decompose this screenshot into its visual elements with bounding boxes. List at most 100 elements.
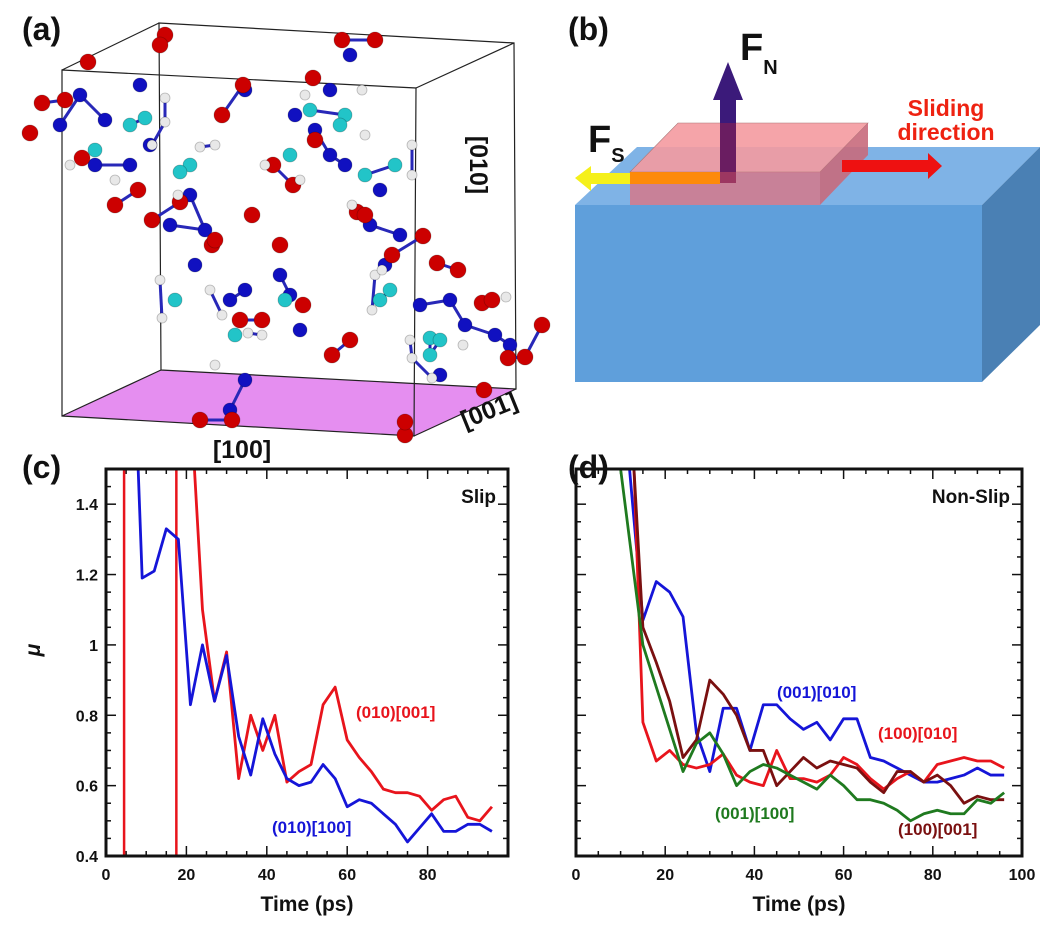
plot-frame	[104, 467, 510, 858]
fn-label: FN	[740, 27, 778, 79]
atom	[237, 282, 253, 298]
atom	[372, 182, 388, 198]
atom	[209, 139, 221, 151]
atom	[106, 196, 124, 214]
atom	[341, 331, 359, 349]
atom	[72, 87, 88, 103]
unit-cell-box	[61, 22, 517, 437]
x-axis-label: Time (ps)	[753, 893, 846, 916]
atom	[292, 322, 308, 338]
chart-annotation: Slip	[461, 487, 496, 508]
y-tick-label: 1	[89, 638, 98, 655]
shear-arrow-overlap	[630, 172, 720, 184]
atom	[414, 227, 432, 245]
atom	[151, 36, 169, 54]
x-tick-label: 80	[924, 867, 942, 884]
atom	[194, 141, 206, 153]
atom	[204, 284, 216, 296]
sliding-label-line1: Sliding	[908, 95, 985, 121]
atom	[237, 372, 253, 388]
atom	[337, 157, 353, 173]
atom	[21, 124, 39, 142]
x-tick-label: 40	[746, 867, 764, 884]
atom	[227, 327, 243, 343]
bond	[370, 274, 377, 311]
atom	[234, 76, 252, 94]
series-line-(010)[001]	[193, 469, 493, 823]
atom	[109, 174, 121, 186]
atom	[322, 147, 338, 163]
y-tick-label: 0.8	[76, 708, 98, 725]
y-tick-label: 1.4	[76, 497, 98, 514]
panel-label-d: (d)	[568, 449, 609, 485]
series-line-(001)[010]	[628, 469, 1005, 784]
block-front-face	[575, 205, 982, 382]
atom	[387, 157, 403, 173]
atom	[216, 309, 228, 321]
atom	[449, 261, 467, 279]
atom	[457, 339, 469, 351]
x-tick-label: 60	[835, 867, 853, 884]
atom	[422, 347, 438, 363]
atom	[172, 164, 188, 180]
atom	[122, 117, 138, 133]
atom	[457, 317, 473, 333]
atom	[366, 31, 384, 49]
atom	[322, 82, 338, 98]
panel-label-a: (a)	[22, 11, 61, 47]
atom	[356, 84, 368, 96]
atom	[299, 89, 311, 101]
atom	[294, 174, 306, 186]
atom	[132, 77, 148, 93]
sliding-direction-arrow	[842, 153, 942, 179]
atom	[197, 222, 213, 238]
sliding-label-line2: direction	[897, 119, 994, 145]
atom	[242, 327, 254, 339]
atom	[213, 106, 231, 124]
x-tick-label: 100	[1009, 867, 1036, 884]
atom	[206, 231, 224, 249]
atom	[533, 316, 551, 334]
x-tick-label: 0	[102, 867, 111, 884]
atom	[406, 169, 418, 181]
x-tick-label: 60	[338, 867, 356, 884]
atom	[406, 352, 418, 364]
y-axis-label: μ	[22, 643, 45, 657]
atom	[483, 291, 501, 309]
bond	[158, 279, 164, 319]
atom	[73, 149, 91, 167]
atom	[332, 117, 348, 133]
series-line-(100)[001]	[632, 469, 1005, 805]
series-label: (010)[100]	[272, 818, 351, 837]
chart-slip: 0 20 40 60 80 0.4 0.6 0.8 1 1.2 1.4 μ Time (ps) Slip (…	[22, 467, 510, 916]
atom	[287, 107, 303, 123]
atom	[272, 267, 288, 283]
atom	[500, 291, 512, 303]
atom	[277, 292, 293, 308]
panel-a: (a) [010] [100] [001]	[21, 11, 551, 464]
x-tick-label: 20	[178, 867, 196, 884]
atom	[383, 246, 401, 264]
atom	[154, 274, 166, 286]
x-tick-label: 0	[572, 867, 581, 884]
axis-label-100: [100]	[213, 436, 271, 464]
series-line-(100)[010]	[632, 469, 1005, 791]
atom	[432, 332, 448, 348]
atom	[346, 199, 358, 211]
x-tick-label: 80	[419, 867, 437, 884]
atom	[143, 211, 161, 229]
atom	[376, 264, 388, 276]
atom	[64, 159, 76, 171]
series-label: (010)[001]	[356, 703, 435, 722]
series-label: (100)[001]	[898, 820, 977, 839]
atom	[162, 217, 178, 233]
panel-label-b: (b)	[568, 11, 609, 47]
atom	[52, 117, 68, 133]
series-label: (001)[100]	[715, 804, 794, 823]
atom	[243, 206, 261, 224]
atom	[97, 112, 113, 128]
atom	[231, 311, 249, 329]
series-label: (100)[010]	[878, 724, 957, 743]
x-tick-label: 20	[656, 867, 674, 884]
atom	[129, 181, 147, 199]
